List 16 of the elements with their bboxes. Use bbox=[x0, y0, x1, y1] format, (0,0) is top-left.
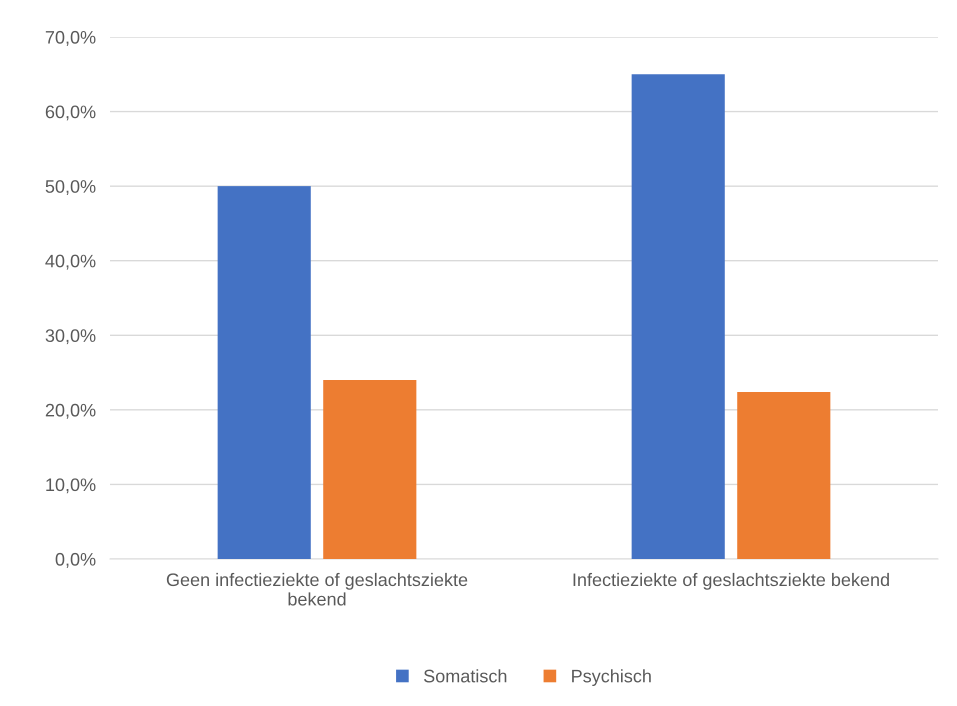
y-tick-label: 10,0% bbox=[46, 478, 96, 494]
x-tick-label: Geen infectieziekte of geslachtsziekte bekend bbox=[166, 572, 468, 606]
bar bbox=[323, 380, 416, 559]
y-tick-label: 30,0% bbox=[46, 329, 96, 344]
y-tick-label: 40,0% bbox=[45, 254, 96, 270]
y-tick-label: 70,0% bbox=[46, 30, 96, 46]
y-tick-label: 0,0% bbox=[56, 552, 96, 568]
legend-label: Psychisch bbox=[572, 669, 651, 686]
y-tick-label: 20,0% bbox=[46, 404, 96, 419]
legend-label: Somatisch bbox=[424, 669, 506, 682]
x-tick-label: Infectieziekte of geslachtsziekte bekend bbox=[574, 572, 889, 590]
bar bbox=[737, 392, 830, 559]
y-tick-label: 60,0% bbox=[46, 106, 96, 120]
y-tick-label: 50,0% bbox=[46, 180, 96, 195]
bar bbox=[218, 186, 311, 559]
bar bbox=[632, 74, 725, 559]
